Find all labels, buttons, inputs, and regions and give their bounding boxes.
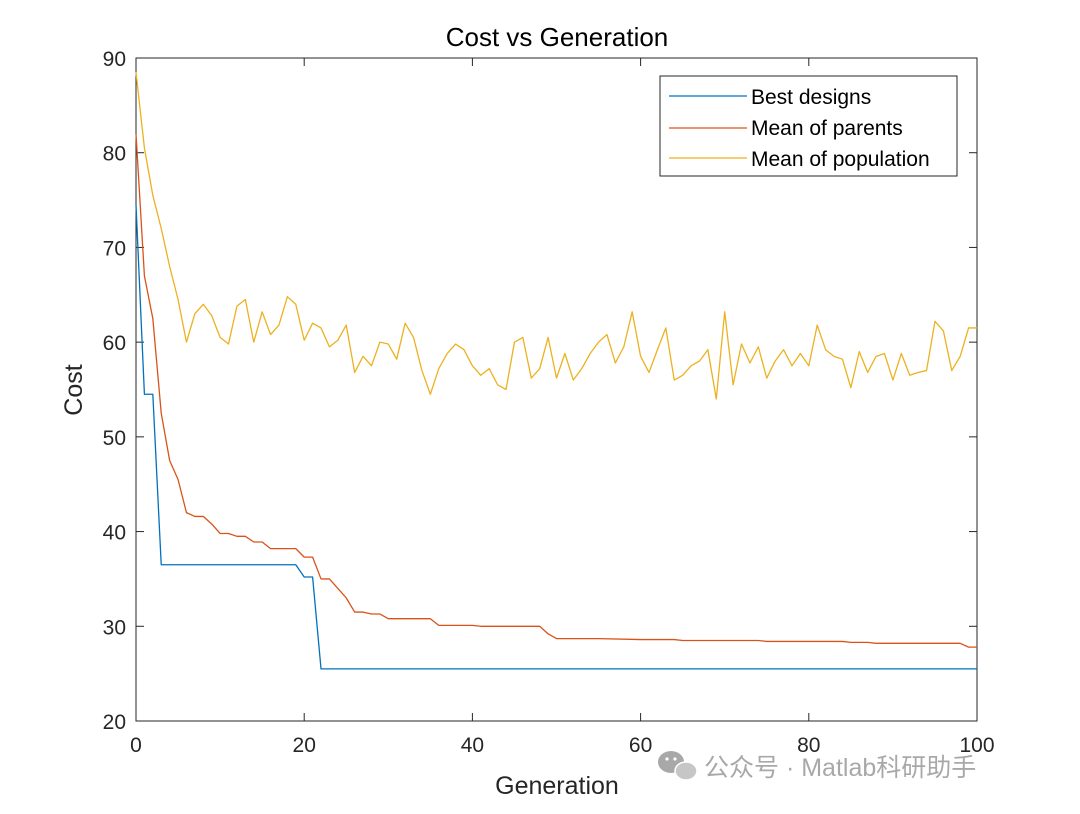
legend-label-mean-of-population: Mean of population [751, 148, 930, 171]
y-axis-label: Cost [60, 364, 88, 415]
legend-label-best-designs: Best designs [751, 86, 871, 109]
y-tick-label: 60 [103, 332, 126, 355]
legend-box [659, 75, 958, 177]
x-tick-label: 0 [130, 734, 142, 757]
x-tick-labels: 0 20 40 60 80 100 [130, 734, 994, 757]
series-layer [135, 72, 977, 670]
y-tick-label: 90 [103, 48, 126, 71]
y-tick-labels: 20 30 40 50 60 70 80 90 [103, 48, 126, 734]
x-axis-label: Generation [495, 772, 619, 800]
watermark: 公众号 · Matlab科研助手 [658, 751, 976, 782]
axis-ticks [135, 57, 978, 722]
wechat-icon [658, 751, 698, 781]
y-tick-label: 40 [103, 522, 126, 545]
series-line-mean-of-parents [135, 133, 977, 648]
x-tick-label: 80 [797, 734, 820, 757]
y-tick-label: 30 [103, 616, 126, 639]
x-tick-label: 60 [629, 734, 652, 757]
legend-label-mean-of-parents: Mean of parents [751, 117, 903, 140]
watermark-text: 公众号 · Matlab科研助手 [704, 754, 976, 782]
series-line-mean-of-population [135, 72, 977, 400]
legend: Best designs Mean of parents Mean of pop… [659, 75, 958, 177]
x-tick-label: 100 [959, 734, 994, 757]
x-tick-label: 20 [293, 734, 316, 757]
chart-title: Cost vs Generation [446, 22, 669, 52]
y-tick-label: 80 [103, 143, 126, 166]
y-tick-label: 70 [103, 237, 126, 260]
y-tick-label: 50 [103, 427, 126, 450]
y-tick-label: 20 [103, 711, 126, 734]
series-line-best-designs [135, 204, 977, 670]
x-tick-label: 40 [461, 734, 484, 757]
